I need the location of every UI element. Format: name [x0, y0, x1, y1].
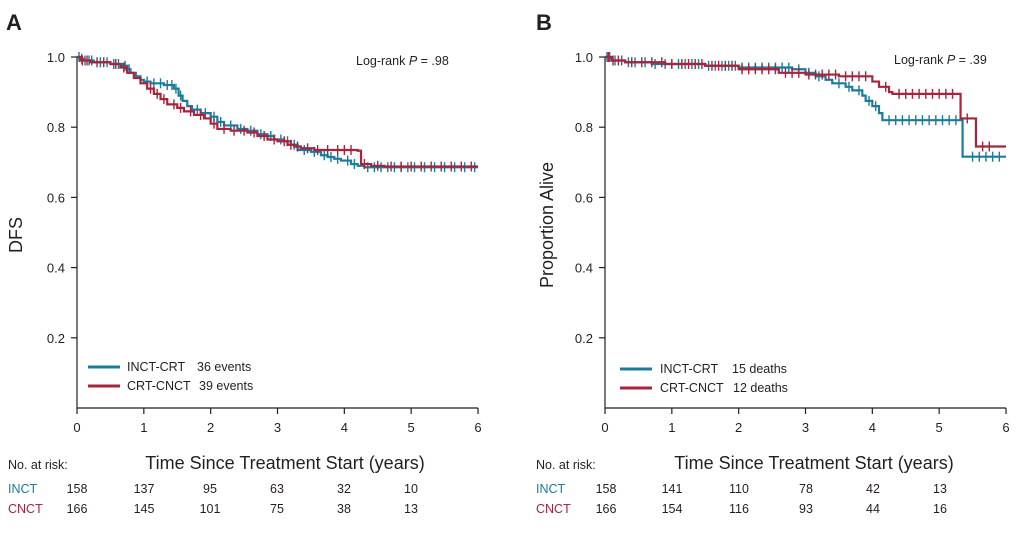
panel-b-risk-inct-value: 158 [596, 482, 617, 496]
panel-a-y-tick-label: 0.2 [47, 331, 65, 346]
panel-a-risk-inct-value: 95 [203, 482, 217, 496]
panel-a: A DFS Time Since Treatment Start (years)… [6, 10, 482, 516]
panel-b-y-tick-label: 0.8 [575, 120, 593, 135]
panel-a-risk-cnct-value: 145 [134, 502, 155, 516]
panel-a-logrank-annotation: Log-rank P = .98 [356, 54, 449, 68]
panel-b-x-axis-title: Time Since Treatment Start (years) [674, 453, 953, 473]
panel-a-risk-values: 158 137 95 63 32 10 166 145 101 75 38 13 [67, 482, 418, 516]
panel-b-risk-inct-label: INCT [536, 482, 566, 496]
panel-b-x-tick-label: 3 [802, 420, 809, 435]
panel-a-risk-cnct-value: 13 [404, 502, 418, 516]
panel-a-x-tick-label: 2 [207, 420, 214, 435]
panel-a-y-tick-label: 0.4 [47, 261, 65, 276]
panel-b-legend-cnct-events: 12 deaths [733, 381, 788, 395]
panel-a-y-tick-label: 0.6 [47, 190, 65, 205]
panel-b-risk-inct-value: 13 [933, 482, 947, 496]
panel-b-x-tick-label: 1 [668, 420, 675, 435]
panel-a-logrank-prefix: Log-rank [356, 54, 409, 68]
panel-b-risk-cnct-value: 93 [799, 502, 813, 516]
panel-a-logrank-p: P [409, 54, 418, 68]
panel-a-legend-cnct-events: 39 events [199, 379, 253, 393]
panel-a-risk-inct-value: 137 [134, 482, 155, 496]
panel-b-x-tick-label: 5 [936, 420, 943, 435]
panel-b-risk-cnct-value: 166 [596, 502, 617, 516]
panel-b-x-tick-label: 6 [1002, 420, 1009, 435]
panel-a-risk-cnct-label: CNCT [8, 502, 43, 516]
panel-a-y-axis-title: DFS [6, 217, 26, 253]
panel-b-risk-cnct-value: 154 [662, 502, 683, 516]
panel-b-legend-inct-name: INCT-CRT [660, 362, 718, 376]
panel-b-risk-cnct-value: 116 [729, 502, 749, 516]
panel-a-y-tick-label: 0.8 [47, 120, 65, 135]
panel-a-x-tick-label: 3 [274, 420, 281, 435]
panel-b-x-tick-label: 4 [869, 420, 876, 435]
panel-b: B Proportion Alive Time Since Treatment … [536, 10, 1010, 516]
panel-a-x-tick-label: 6 [474, 420, 481, 435]
panel-a-risk-cnct-value: 38 [337, 502, 351, 516]
panel-a-risk-inct-value: 32 [337, 482, 351, 496]
panel-b-logrank-value: = .39 [955, 53, 987, 67]
panel-a-risk-inct-value: 63 [270, 482, 284, 496]
panel-a-axes: 0 1 2 3 4 5 6 0.2 0.4 0.6 0.8 1.0 [47, 50, 482, 435]
panel-a-risk-cnct-value: 75 [270, 502, 284, 516]
panel-b-risk-cnct-value: 44 [866, 502, 880, 516]
panel-a-risk-header: No. at risk: [8, 458, 68, 472]
panel-a-risk-inct-value: 10 [404, 482, 418, 496]
panel-b-risk-cnct-label: CNCT [536, 502, 571, 516]
panel-a-letter: A [6, 10, 22, 35]
panel-b-legend-cnct-name: CRT-CNCT [660, 381, 724, 395]
panel-a-risk-inct-label: INCT [8, 482, 38, 496]
panel-b-logrank-p: P [947, 53, 956, 67]
panel-a-legend-inct-events: 36 events [197, 360, 251, 374]
panel-b-y-tick-label: 0.2 [575, 331, 593, 346]
panel-b-legend-inct-events: 15 deaths [732, 362, 787, 376]
panel-b-y-tick-label: 1.0 [575, 50, 593, 65]
panel-a-legend-cnct-name: CRT-CNCT [127, 379, 191, 393]
panel-a-x-tick-label: 1 [140, 420, 147, 435]
panel-b-risk-inct-value: 42 [866, 482, 880, 496]
panel-b-axes: 0 1 2 3 4 5 6 0.2 0.4 0.6 0.8 1.0 [575, 50, 1010, 435]
panel-a-risk-cnct-value: 101 [200, 502, 221, 516]
panel-b-risk-cnct-value: 16 [933, 502, 947, 516]
panel-b-risk-values: 158 141 110 78 42 13 166 154 116 93 44 16 [596, 482, 947, 516]
panel-a-curve-inct [77, 55, 478, 169]
panel-b-logrank-prefix: Log-rank [894, 53, 947, 67]
panel-b-curve-cnct [605, 55, 1006, 148]
panel-a-legend-inct-name: INCT-CRT [127, 360, 185, 374]
panel-a-x-axis-title: Time Since Treatment Start (years) [145, 453, 424, 473]
panel-a-x-tick-label: 4 [341, 420, 348, 435]
panel-b-x-tick-label: 2 [735, 420, 742, 435]
panel-b-risk-inct-value: 78 [799, 482, 813, 496]
panel-b-y-tick-label: 0.6 [575, 190, 593, 205]
panel-b-risk-inct-value: 141 [662, 482, 683, 496]
panel-a-logrank-value: = .98 [417, 54, 449, 68]
panel-b-logrank-annotation: Log-rank P = .39 [894, 53, 987, 67]
panel-b-letter: B [536, 10, 552, 35]
panel-a-curves [77, 52, 478, 173]
panel-b-risk-inct-value: 110 [729, 482, 749, 496]
panel-a-x-tick-label: 0 [73, 420, 80, 435]
panel-b-risk-header: No. at risk: [536, 458, 596, 472]
panel-a-risk-inct-value: 158 [67, 482, 88, 496]
panel-b-curves [605, 52, 1006, 162]
panel-a-x-tick-label: 5 [408, 420, 415, 435]
panel-b-y-tick-label: 0.4 [575, 261, 593, 276]
panel-a-curve-cnct [77, 55, 478, 168]
panel-b-y-axis-title: Proportion Alive [537, 162, 557, 288]
panel-a-risk-cnct-value: 166 [67, 502, 88, 516]
panel-b-x-tick-label: 0 [601, 420, 608, 435]
panel-a-y-tick-label: 1.0 [47, 50, 65, 65]
